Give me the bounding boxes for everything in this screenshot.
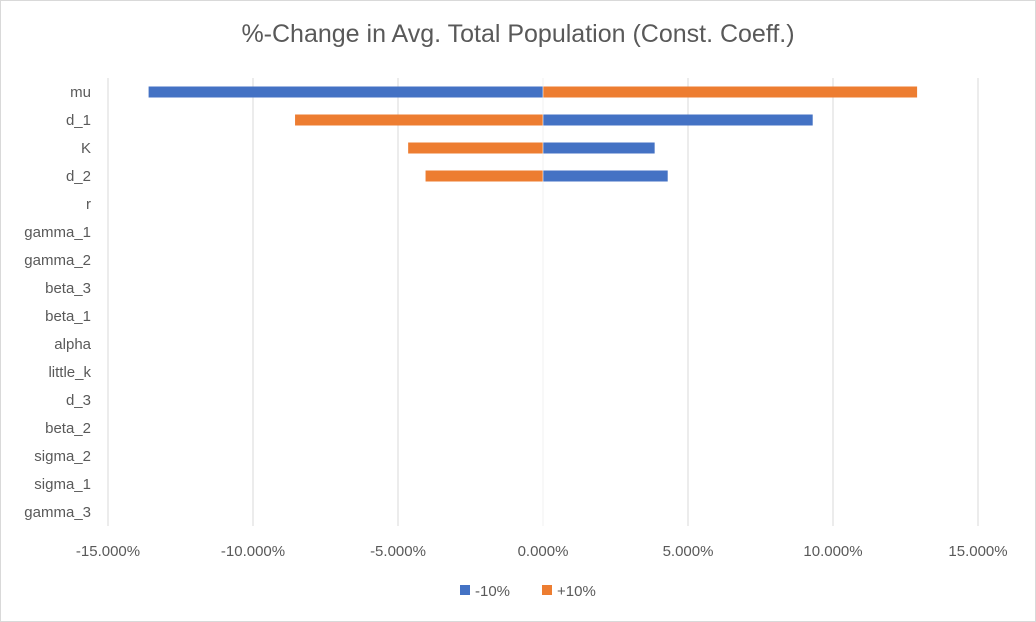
- x-tick-label-0: -15.000%: [76, 543, 140, 560]
- category-label-d_2: d_2: [66, 168, 91, 185]
- x-tick-label-2: -5.000%: [370, 543, 426, 560]
- legend-label-1: -10%: [475, 583, 510, 600]
- category-label-beta_3: beta_3: [45, 280, 91, 297]
- category-label-mu: mu: [70, 84, 91, 101]
- category-label-beta_1: beta_1: [45, 308, 91, 325]
- category-label-sigma_1: sigma_1: [34, 476, 91, 493]
- category-label-little_k: little_k: [48, 364, 91, 381]
- chart-title: %-Change in Avg. Total Population (Const…: [241, 20, 795, 48]
- category-label-d_3: d_3: [66, 392, 91, 409]
- x-tick-label-6: 15.000%: [948, 543, 1007, 560]
- category-label-gamma_1: gamma_1: [24, 224, 91, 241]
- category-label-d_1: d_1: [66, 112, 91, 129]
- category-label-gamma_3: gamma_3: [24, 504, 91, 521]
- bar-10-K: [543, 142, 655, 154]
- bar-10-mu: [543, 86, 918, 98]
- x-tick-label-5: 10.000%: [803, 543, 862, 560]
- bar-10-mu: [148, 86, 543, 98]
- bar-10-d_2: [543, 170, 668, 182]
- legend-label-2: +10%: [557, 583, 596, 600]
- category-label-K: K: [81, 140, 91, 157]
- legend-swatch-2: [542, 585, 552, 595]
- legend-swatch-1: [460, 585, 470, 595]
- category-label-beta_2: beta_2: [45, 420, 91, 437]
- x-tick-label-4: 5.000%: [663, 543, 714, 560]
- bar-10-d_2: [425, 170, 543, 182]
- bar-10-d_1: [295, 114, 543, 126]
- x-tick-label-1: -10.000%: [221, 543, 285, 560]
- bar-10-K: [408, 142, 543, 154]
- category-label-alpha: alpha: [54, 336, 91, 353]
- bar-10-d_1: [543, 114, 813, 126]
- category-label-r: r: [86, 196, 91, 213]
- category-label-sigma_2: sigma_2: [34, 448, 91, 465]
- x-tick-label-3: 0.000%: [518, 543, 569, 560]
- category-label-gamma_2: gamma_2: [24, 252, 91, 269]
